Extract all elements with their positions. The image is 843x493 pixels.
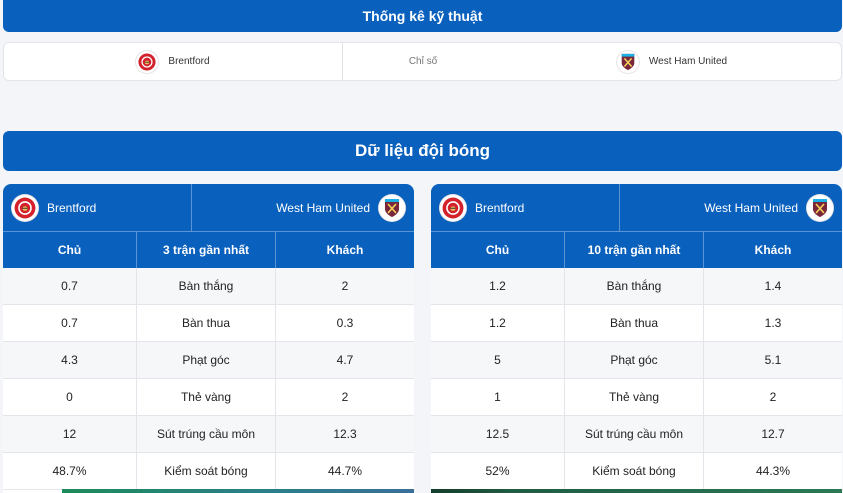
away-value: 12.3	[333, 427, 357, 441]
away-team-cell[interactable]: West Ham United	[192, 184, 414, 231]
table-row: 5 Phạt góc 5.1	[431, 342, 842, 379]
table-row: 52% Kiểm soát bóng 44.3%	[431, 453, 842, 490]
stat-label: Sút trúng cầu môn	[565, 416, 704, 452]
stat-label: Thẻ vàng	[565, 379, 704, 415]
team-data-title: Dữ liệu đội bóng	[354, 141, 491, 160]
summary-away-team[interactable]: West Ham United	[503, 43, 841, 80]
away-value: 4.7	[336, 353, 354, 367]
away-value: 0.3	[336, 316, 354, 330]
stat-label: Kiểm soát bóng	[137, 453, 276, 489]
stat-label: Phạt góc	[565, 342, 704, 378]
stat-label: Bàn thua	[137, 305, 276, 341]
stat-label: Thẻ vàng	[137, 379, 276, 415]
banner-image-strip	[431, 489, 842, 493]
stat-label: Bàn thắng	[565, 268, 704, 304]
home-value: 5	[431, 342, 565, 378]
home-value: 1.2	[431, 305, 565, 341]
header-away: Khách	[326, 243, 364, 257]
home-team-cell[interactable]: Brentford	[431, 184, 620, 231]
home-value: 12	[3, 416, 137, 452]
table-row: 0 Thẻ vàng 2	[3, 379, 414, 416]
away-value: 12.7	[761, 427, 785, 441]
table-row: 1.2 Bàn thắng 1.4	[431, 268, 842, 305]
table-body: 0.7 Bàn thắng 2 0.7 Bàn thua 0.3 4.3 Phạ…	[3, 268, 414, 490]
away-team-cell[interactable]: West Ham United	[620, 184, 842, 231]
home-value: 1.2	[431, 268, 565, 304]
table-row: 4.3 Phạt góc 4.7	[3, 342, 414, 379]
stat-label: Phạt góc	[137, 342, 276, 378]
home-value: 1	[431, 379, 565, 415]
tech-stats-title: Thống kê kỹ thuật	[362, 8, 483, 24]
away-value: 1.4	[764, 279, 782, 293]
home-value: 52%	[431, 453, 565, 489]
table-row: 1.2 Bàn thua 1.3	[431, 305, 842, 342]
summary-home-name: Brentford	[168, 56, 210, 67]
table-row: 48.7% Kiểm soát bóng 44.7%	[3, 453, 414, 490]
away-value: 2	[341, 390, 349, 404]
home-value: 0.7	[3, 268, 137, 304]
table-header: Chủ 3 trận gần nhất Khách	[3, 232, 414, 268]
summary-away-name: West Ham United	[648, 56, 728, 67]
home-value: 4.3	[3, 342, 137, 378]
home-team-cell[interactable]: Brentford	[3, 184, 192, 231]
banner-image-strip	[62, 489, 414, 493]
summary-middle-label: Chỉ số	[408, 56, 438, 67]
away-value: 5.1	[764, 353, 782, 367]
away-value: 44.7%	[327, 464, 363, 478]
away-team-name: West Ham United	[704, 200, 798, 215]
stat-label: Bàn thua	[565, 305, 704, 341]
table-body: 1.2 Bàn thắng 1.4 1.2 Bàn thua 1.3 5 Phạ…	[431, 268, 842, 490]
home-value: 48.7%	[3, 453, 137, 489]
away-team-name: West Ham United	[276, 200, 370, 215]
header-period: 10 trận gần nhất	[565, 232, 704, 268]
table-row: 12.5 Sút trúng cầu môn 12.7	[431, 416, 842, 453]
home-value: 0	[3, 379, 137, 415]
home-team-name: Brentford	[47, 200, 97, 215]
home-value: 12.5	[431, 416, 565, 452]
brentford-crest-icon	[440, 194, 466, 221]
stats-table-last-3: Brentford West Ham United Chủ 3 trận gần…	[3, 184, 414, 493]
away-value: 44.3%	[755, 464, 791, 478]
table-row: 0.7 Bàn thắng 2	[3, 268, 414, 305]
west-ham-crest-icon	[807, 194, 833, 221]
brentford-crest-icon	[136, 50, 159, 73]
stats-table-last-10: Brentford West Ham United Chủ 10 trận gầ…	[431, 184, 842, 493]
header-period: 3 trận gần nhất	[137, 232, 276, 268]
home-team-name: Brentford	[475, 200, 525, 215]
team-row: Brentford West Ham United	[3, 184, 414, 232]
stat-label: Sút trúng cầu môn	[137, 416, 276, 452]
stat-label: Kiểm soát bóng	[565, 453, 704, 489]
header-away: Khách	[754, 243, 792, 257]
west-ham-crest-icon	[616, 50, 639, 73]
table-row: 0.7 Bàn thua 0.3	[3, 305, 414, 342]
west-ham-crest-icon	[379, 194, 405, 221]
away-value: 1.3	[764, 316, 782, 330]
away-value: 2	[341, 279, 349, 293]
team-data-header: Dữ liệu đội bóng	[3, 131, 842, 171]
header-home: Chủ	[431, 232, 565, 268]
tech-stats-summary: Brentford Chỉ số West Ham United	[3, 42, 842, 81]
away-value: 2	[769, 390, 777, 404]
brentford-crest-icon	[12, 194, 38, 221]
header-home: Chủ	[3, 232, 137, 268]
summary-home-team[interactable]: Brentford	[4, 43, 343, 80]
stat-label: Bàn thắng	[137, 268, 276, 304]
tech-stats-header: Thống kê kỹ thuật	[3, 0, 842, 32]
home-value: 0.7	[3, 305, 137, 341]
team-row: Brentford West Ham United	[431, 184, 842, 232]
table-row: 1 Thẻ vàng 2	[431, 379, 842, 416]
table-row: 12 Sút trúng cầu môn 12.3	[3, 416, 414, 453]
table-header: Chủ 10 trận gần nhất Khách	[431, 232, 842, 268]
